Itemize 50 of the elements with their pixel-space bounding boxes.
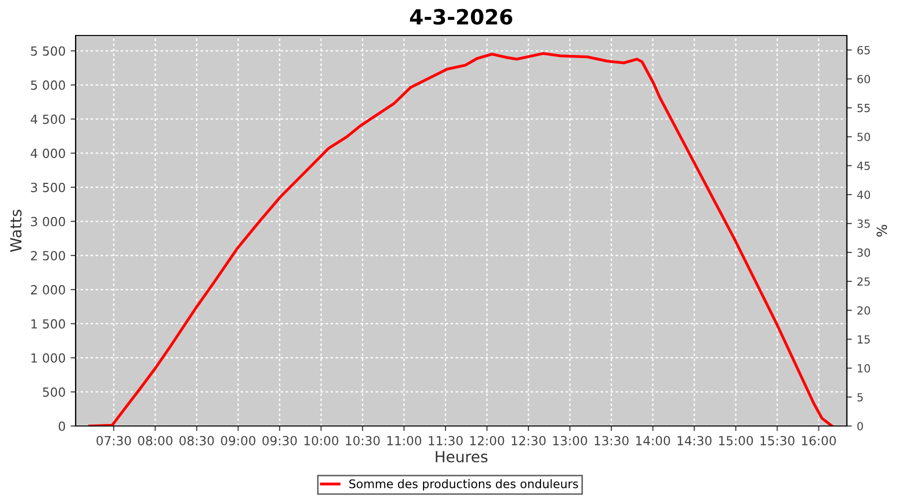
y2-tick-label: 45 bbox=[857, 162, 870, 170]
x-tick-label: 13:00 bbox=[553, 436, 588, 446]
y2-tick-label: 35 bbox=[857, 219, 870, 228]
y-tick-label: 5 500 bbox=[31, 46, 66, 56]
legend-label: Somme des productions des onduleurs bbox=[349, 479, 578, 491]
x-tick-label: 14:30 bbox=[678, 436, 712, 446]
y-tick-label: 4 000 bbox=[30, 148, 66, 158]
x-tick-label: 15:00 bbox=[719, 436, 753, 446]
y-tick-label: 500 bbox=[42, 387, 66, 397]
x-tick-label: 15:30 bbox=[760, 436, 794, 446]
y2-tick-label: 15 bbox=[858, 335, 870, 344]
y-tick-label: 2 000 bbox=[31, 285, 66, 295]
y2-axis-title: % bbox=[876, 224, 888, 237]
x-tick-label: 11:30 bbox=[428, 436, 463, 446]
y2-tick-label: 5 bbox=[857, 393, 863, 402]
x-tick-label: 09:30 bbox=[262, 436, 297, 446]
x-tick-label: 10:00 bbox=[304, 436, 338, 446]
x-tick-label: 07:30 bbox=[96, 436, 131, 446]
y2-tick-label: 50 bbox=[857, 132, 870, 142]
x-tick-label: 16:00 bbox=[802, 436, 836, 446]
y2-tick-label: 30 bbox=[857, 248, 870, 257]
x-tick-label: 09:00 bbox=[220, 436, 256, 446]
y2-tick-label: 55 bbox=[857, 104, 870, 112]
x-axis-title: Heures bbox=[436, 451, 488, 462]
x-tick-label: 12:00 bbox=[470, 436, 504, 446]
y2-tick-label: 20 bbox=[857, 306, 870, 315]
y-tick-label: 1 000 bbox=[31, 353, 66, 363]
y2-tick-label: 10 bbox=[858, 364, 870, 373]
y-tick-label: 2 500 bbox=[31, 250, 66, 260]
y2-tick-label: 25 bbox=[857, 277, 870, 286]
x-tick-label: 08:00 bbox=[138, 436, 172, 446]
x-tick-label: 08:30 bbox=[180, 436, 214, 446]
x-tick-label: 10:30 bbox=[346, 436, 380, 446]
y-tick-label: 5 000 bbox=[31, 80, 66, 90]
y-tick-label: 4 500 bbox=[30, 114, 66, 124]
y2-tick-label: 40 bbox=[857, 190, 870, 199]
y-tick-label: 3 000 bbox=[31, 216, 66, 226]
x-tick-label: 11:00 bbox=[387, 436, 422, 446]
y-tick-label: 0 bbox=[58, 421, 66, 431]
chart-title: 4-3-2026 bbox=[410, 8, 512, 25]
y2-tick-label: 65 bbox=[857, 46, 870, 54]
y-tick-label: 1 500 bbox=[31, 319, 66, 329]
y2-tick-label: 60 bbox=[857, 74, 870, 84]
y-axis-title: Watts bbox=[10, 210, 22, 252]
x-tick-label: 12:30 bbox=[512, 436, 546, 446]
x-tick-label: 13:30 bbox=[594, 436, 629, 446]
y2-tick-label: 0 bbox=[857, 422, 863, 430]
line-series bbox=[88, 52, 834, 426]
x-tick-label: 14:00 bbox=[636, 436, 670, 446]
y-tick-label: 3 500 bbox=[31, 182, 66, 192]
